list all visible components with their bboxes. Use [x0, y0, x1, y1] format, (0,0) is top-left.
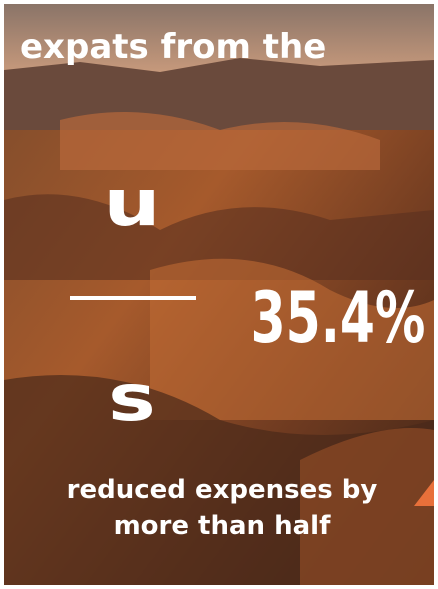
- infographic: expats from the u s 35.4% reduced expens…: [0, 0, 438, 589]
- page: expats from the u s 35.4% reduced expens…: [0, 0, 438, 589]
- headline: expats from the: [20, 27, 326, 67]
- stat: 35.4%: [251, 278, 426, 359]
- fraction-top: u: [104, 167, 161, 241]
- fraction-bottom: s: [108, 362, 156, 436]
- caption-line: more than half: [114, 511, 331, 541]
- caption-line: reduced expenses by: [67, 475, 378, 505]
